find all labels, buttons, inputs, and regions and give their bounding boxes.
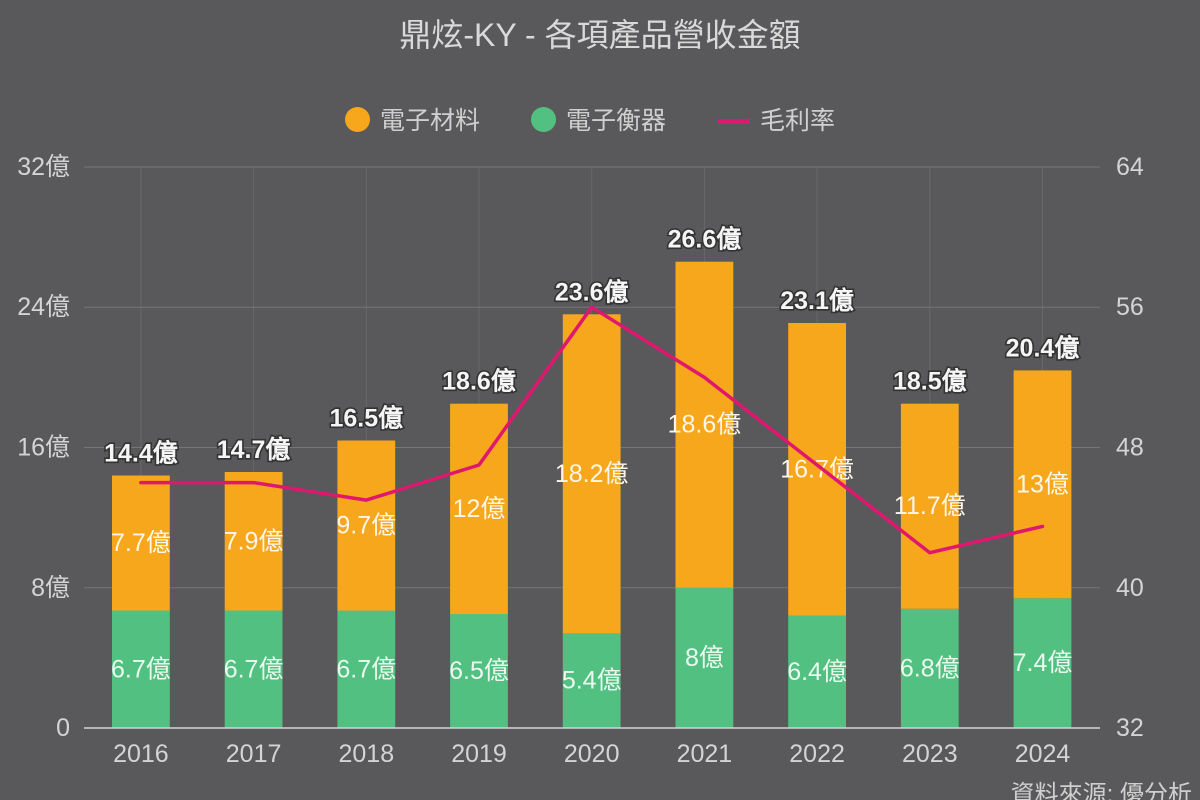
- svg-text:11.7億: 11.7億: [894, 492, 966, 520]
- svg-text:18.5億: 18.5億: [893, 367, 967, 396]
- svg-text:2018: 2018: [338, 740, 394, 768]
- svg-text:6.7億: 6.7億: [111, 655, 171, 683]
- svg-text:16.7億: 16.7億: [780, 455, 854, 483]
- svg-text:14.4億: 14.4億: [104, 439, 178, 468]
- svg-text:18.2億: 18.2億: [555, 460, 629, 488]
- svg-text:6.4億: 6.4億: [787, 658, 847, 686]
- svg-text:8億: 8億: [31, 574, 70, 602]
- svg-text:7.7億: 7.7億: [111, 529, 171, 557]
- svg-text:6.8億: 6.8億: [900, 654, 960, 682]
- svg-text:40: 40: [1116, 574, 1144, 602]
- svg-text:18.6億: 18.6億: [442, 367, 516, 396]
- svg-text:2024: 2024: [1015, 740, 1071, 768]
- svg-text:23.1億: 23.1億: [780, 286, 854, 315]
- svg-text:32億: 32億: [17, 153, 70, 181]
- svg-text:2022: 2022: [789, 740, 845, 768]
- svg-text:20.4億: 20.4億: [1006, 333, 1080, 362]
- svg-text:18.6億: 18.6億: [668, 411, 742, 439]
- svg-text:2017: 2017: [226, 740, 282, 768]
- svg-text:8億: 8億: [685, 644, 724, 672]
- svg-text:24億: 24億: [17, 293, 70, 321]
- svg-text:7.9億: 7.9億: [224, 527, 284, 555]
- svg-text:64: 64: [1116, 153, 1144, 181]
- svg-text:6.5億: 6.5億: [449, 657, 509, 685]
- svg-text:2019: 2019: [451, 740, 507, 768]
- svg-text:7.4億: 7.4億: [1013, 649, 1073, 677]
- svg-text:2021: 2021: [677, 740, 733, 768]
- svg-text:9.7億: 9.7億: [336, 512, 396, 540]
- svg-text:13億: 13億: [1016, 470, 1069, 498]
- svg-text:0: 0: [56, 714, 70, 742]
- svg-text:16億: 16億: [17, 434, 70, 462]
- svg-text:56: 56: [1116, 293, 1144, 321]
- svg-text:6.7億: 6.7億: [224, 655, 284, 683]
- svg-text:26.6億: 26.6億: [668, 225, 742, 254]
- svg-text:6.7億: 6.7億: [336, 655, 396, 683]
- svg-text:14.7億: 14.7億: [217, 435, 291, 464]
- svg-text:12億: 12億: [453, 495, 506, 523]
- svg-text:2020: 2020: [564, 740, 620, 768]
- svg-text:32: 32: [1116, 714, 1144, 742]
- svg-text:2016: 2016: [113, 740, 169, 768]
- svg-text:2023: 2023: [902, 740, 958, 768]
- svg-text:16.5億: 16.5億: [329, 404, 403, 433]
- svg-text:23.6億: 23.6億: [555, 277, 629, 306]
- svg-text:48: 48: [1116, 434, 1144, 462]
- svg-text:5.4億: 5.4億: [562, 667, 622, 695]
